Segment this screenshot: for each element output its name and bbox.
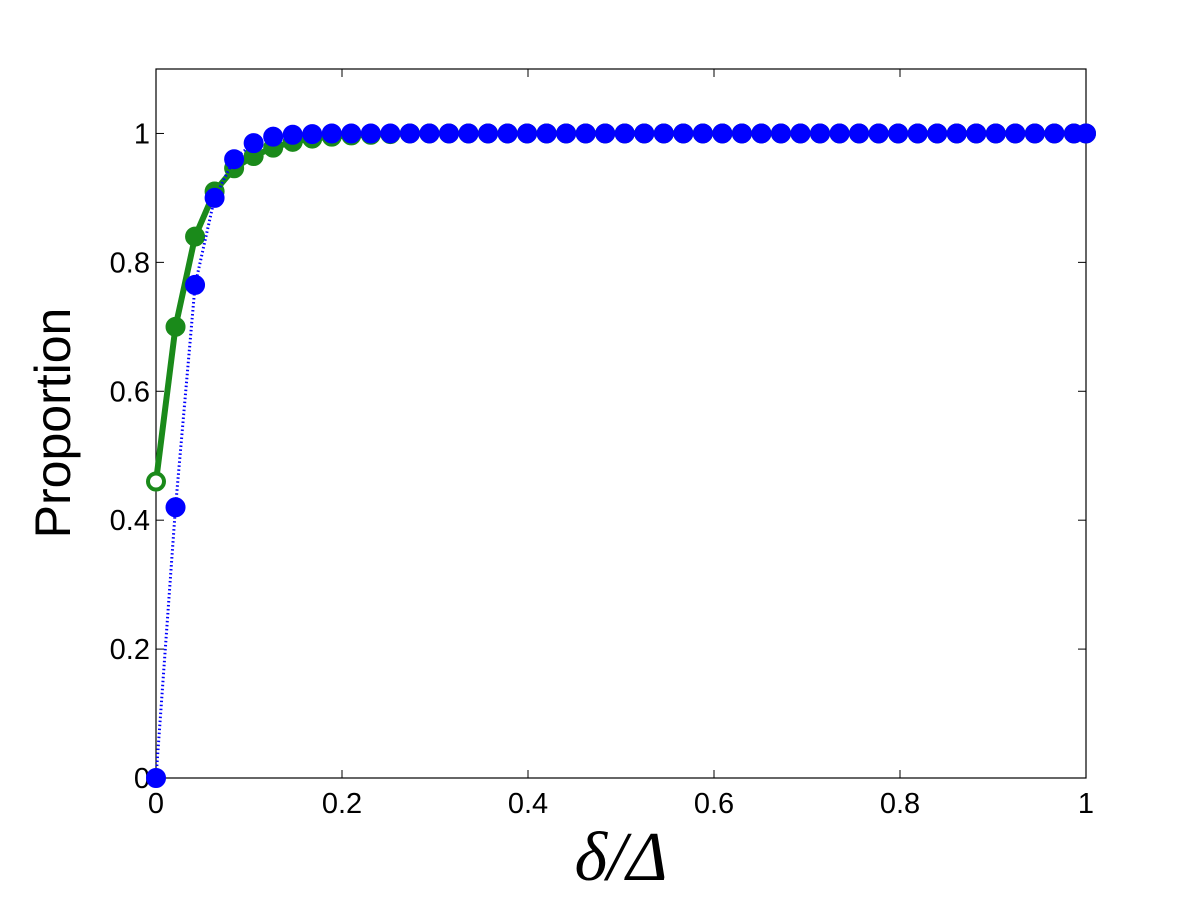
series-layer: [146, 123, 1096, 788]
series-1-point: [165, 316, 186, 337]
x-tick-label: 0.4: [508, 788, 548, 820]
x-tick-label: 0.2: [322, 788, 362, 820]
series-2-point: [653, 123, 674, 144]
series-2-point: [204, 187, 225, 208]
series-2-point: [985, 123, 1006, 144]
series-2-point: [263, 126, 284, 147]
series-1-point: [146, 471, 166, 492]
series-2-point: [692, 123, 713, 144]
series-2-point: [829, 123, 850, 144]
x-tick-label: 1: [1078, 788, 1094, 820]
series-2-point: [946, 123, 967, 144]
series-2-point: [595, 123, 616, 144]
series-2-point: [360, 123, 381, 144]
x-axis-label: δ/Δ: [574, 819, 667, 896]
series-2-point: [224, 149, 245, 170]
y-tick-label: 0.4: [110, 505, 150, 537]
series-2-point: [458, 123, 479, 144]
series-2-point: [790, 123, 811, 144]
series-2-point: [868, 123, 889, 144]
axes-box: [155, 68, 1087, 779]
series-2-point: [888, 123, 909, 144]
series-2-point: [282, 124, 303, 145]
series-2-point: [380, 123, 401, 144]
x-tick-label: 0: [148, 788, 164, 820]
x-tick-label: 0.6: [694, 788, 734, 820]
series-2-point: [341, 123, 362, 144]
series-2-point: [712, 123, 733, 144]
series-2-point: [614, 123, 635, 144]
series-2-point: [419, 123, 440, 144]
series-2-point: [1044, 123, 1065, 144]
series-2-point: [770, 123, 791, 144]
series-2-point: [302, 124, 323, 145]
y-tick-label: 1: [134, 118, 150, 150]
series-2-point: [243, 133, 264, 154]
series-2-point: [810, 123, 831, 144]
series-2-point: [556, 123, 577, 144]
series-2-point: [907, 123, 928, 144]
y-tick-label: 0.8: [110, 247, 150, 279]
series-2-point: [849, 123, 870, 144]
series-2-point: [321, 123, 342, 144]
y-axis-label: Proportion: [25, 308, 81, 539]
x-tick-label: 0.8: [880, 788, 920, 820]
series-2-point: [673, 123, 694, 144]
y-tick-label: 0.2: [110, 634, 150, 666]
series-2-point: [1005, 123, 1026, 144]
series-2-point: [536, 123, 557, 144]
axis-ticks: 0 0.2 0.4 0.6 0.8 1 0 0.2 0.4 0.6 0.8 1: [110, 69, 1094, 820]
series-2-point: [1076, 123, 1096, 144]
series-2-point: [146, 768, 166, 788]
series-2-point: [478, 123, 499, 144]
series-2-point: [751, 123, 772, 144]
series-2-point: [575, 123, 596, 144]
series-2-point: [1024, 123, 1045, 144]
series-2-point: [165, 497, 186, 518]
series-2-point: [185, 274, 206, 295]
series-2-point: [517, 123, 538, 144]
series-2-point: [399, 123, 420, 144]
series-1-point: [185, 226, 206, 247]
series-2-point: [634, 123, 655, 144]
series-2-point: [927, 123, 948, 144]
y-tick-label: 0.6: [110, 376, 150, 408]
series-2-point: [966, 123, 987, 144]
plot-area: [155, 68, 1087, 779]
series-2-point: [438, 123, 459, 144]
series-2-point: [731, 123, 752, 144]
series-2-point: [497, 123, 518, 144]
y-tick-label: 0: [134, 763, 150, 795]
